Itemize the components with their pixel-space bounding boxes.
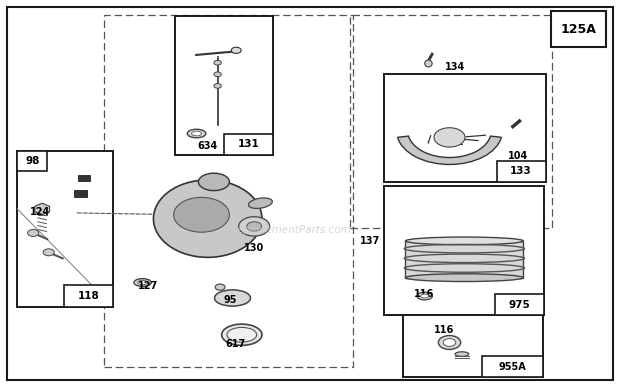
Text: 118: 118 bbox=[78, 291, 99, 301]
Ellipse shape bbox=[187, 129, 206, 138]
Circle shape bbox=[231, 47, 241, 53]
Bar bbox=[64, 285, 113, 307]
Circle shape bbox=[214, 60, 221, 65]
Circle shape bbox=[174, 197, 229, 232]
Circle shape bbox=[443, 339, 456, 346]
Bar bbox=[384, 74, 546, 182]
Circle shape bbox=[28, 229, 39, 236]
Ellipse shape bbox=[154, 180, 262, 257]
Circle shape bbox=[247, 222, 262, 231]
Ellipse shape bbox=[222, 324, 262, 345]
Text: 634: 634 bbox=[197, 141, 218, 151]
Text: 975: 975 bbox=[509, 300, 531, 310]
Ellipse shape bbox=[198, 173, 229, 190]
Circle shape bbox=[214, 72, 221, 77]
Text: 955A: 955A bbox=[498, 362, 526, 372]
Ellipse shape bbox=[405, 237, 523, 245]
Bar bbox=[104, 15, 353, 367]
Text: 133: 133 bbox=[510, 166, 532, 176]
Ellipse shape bbox=[455, 352, 469, 356]
Ellipse shape bbox=[134, 279, 151, 286]
Bar bbox=[405, 241, 523, 277]
Text: 124: 124 bbox=[30, 207, 50, 217]
Text: 116: 116 bbox=[434, 325, 454, 335]
Circle shape bbox=[214, 84, 221, 88]
Bar bbox=[384, 186, 544, 315]
Ellipse shape bbox=[425, 60, 432, 67]
Bar bbox=[551, 11, 606, 47]
Ellipse shape bbox=[249, 198, 272, 209]
Text: 95: 95 bbox=[223, 295, 237, 305]
Ellipse shape bbox=[405, 274, 523, 281]
Circle shape bbox=[434, 128, 465, 147]
Circle shape bbox=[438, 336, 461, 349]
Bar bbox=[224, 134, 273, 155]
Bar bbox=[74, 190, 87, 197]
Ellipse shape bbox=[227, 327, 257, 342]
Bar bbox=[78, 175, 90, 181]
Text: 134: 134 bbox=[445, 62, 466, 72]
Ellipse shape bbox=[215, 290, 250, 306]
Ellipse shape bbox=[421, 294, 429, 298]
Text: 137: 137 bbox=[360, 236, 380, 246]
Text: 125A: 125A bbox=[560, 22, 596, 36]
Polygon shape bbox=[35, 203, 50, 215]
Text: 127: 127 bbox=[138, 281, 158, 291]
Wedge shape bbox=[397, 136, 502, 164]
Text: ReplacementParts.com: ReplacementParts.com bbox=[231, 225, 352, 235]
Bar bbox=[495, 294, 544, 315]
Bar bbox=[175, 16, 273, 155]
Text: 116: 116 bbox=[414, 289, 435, 299]
Circle shape bbox=[239, 217, 270, 236]
Text: 104: 104 bbox=[508, 151, 529, 161]
Text: 98: 98 bbox=[25, 156, 40, 166]
Ellipse shape bbox=[417, 292, 433, 300]
Text: 617: 617 bbox=[225, 339, 246, 349]
Bar bbox=[497, 161, 546, 182]
Text: 130: 130 bbox=[244, 243, 264, 253]
Bar bbox=[17, 151, 47, 171]
Ellipse shape bbox=[192, 131, 202, 136]
Circle shape bbox=[215, 284, 225, 290]
Ellipse shape bbox=[138, 280, 148, 285]
Bar bbox=[350, 15, 552, 228]
Bar bbox=[403, 315, 542, 377]
Circle shape bbox=[43, 249, 55, 256]
Bar bbox=[482, 356, 542, 377]
Bar bbox=[17, 151, 113, 307]
Text: 131: 131 bbox=[237, 139, 259, 149]
